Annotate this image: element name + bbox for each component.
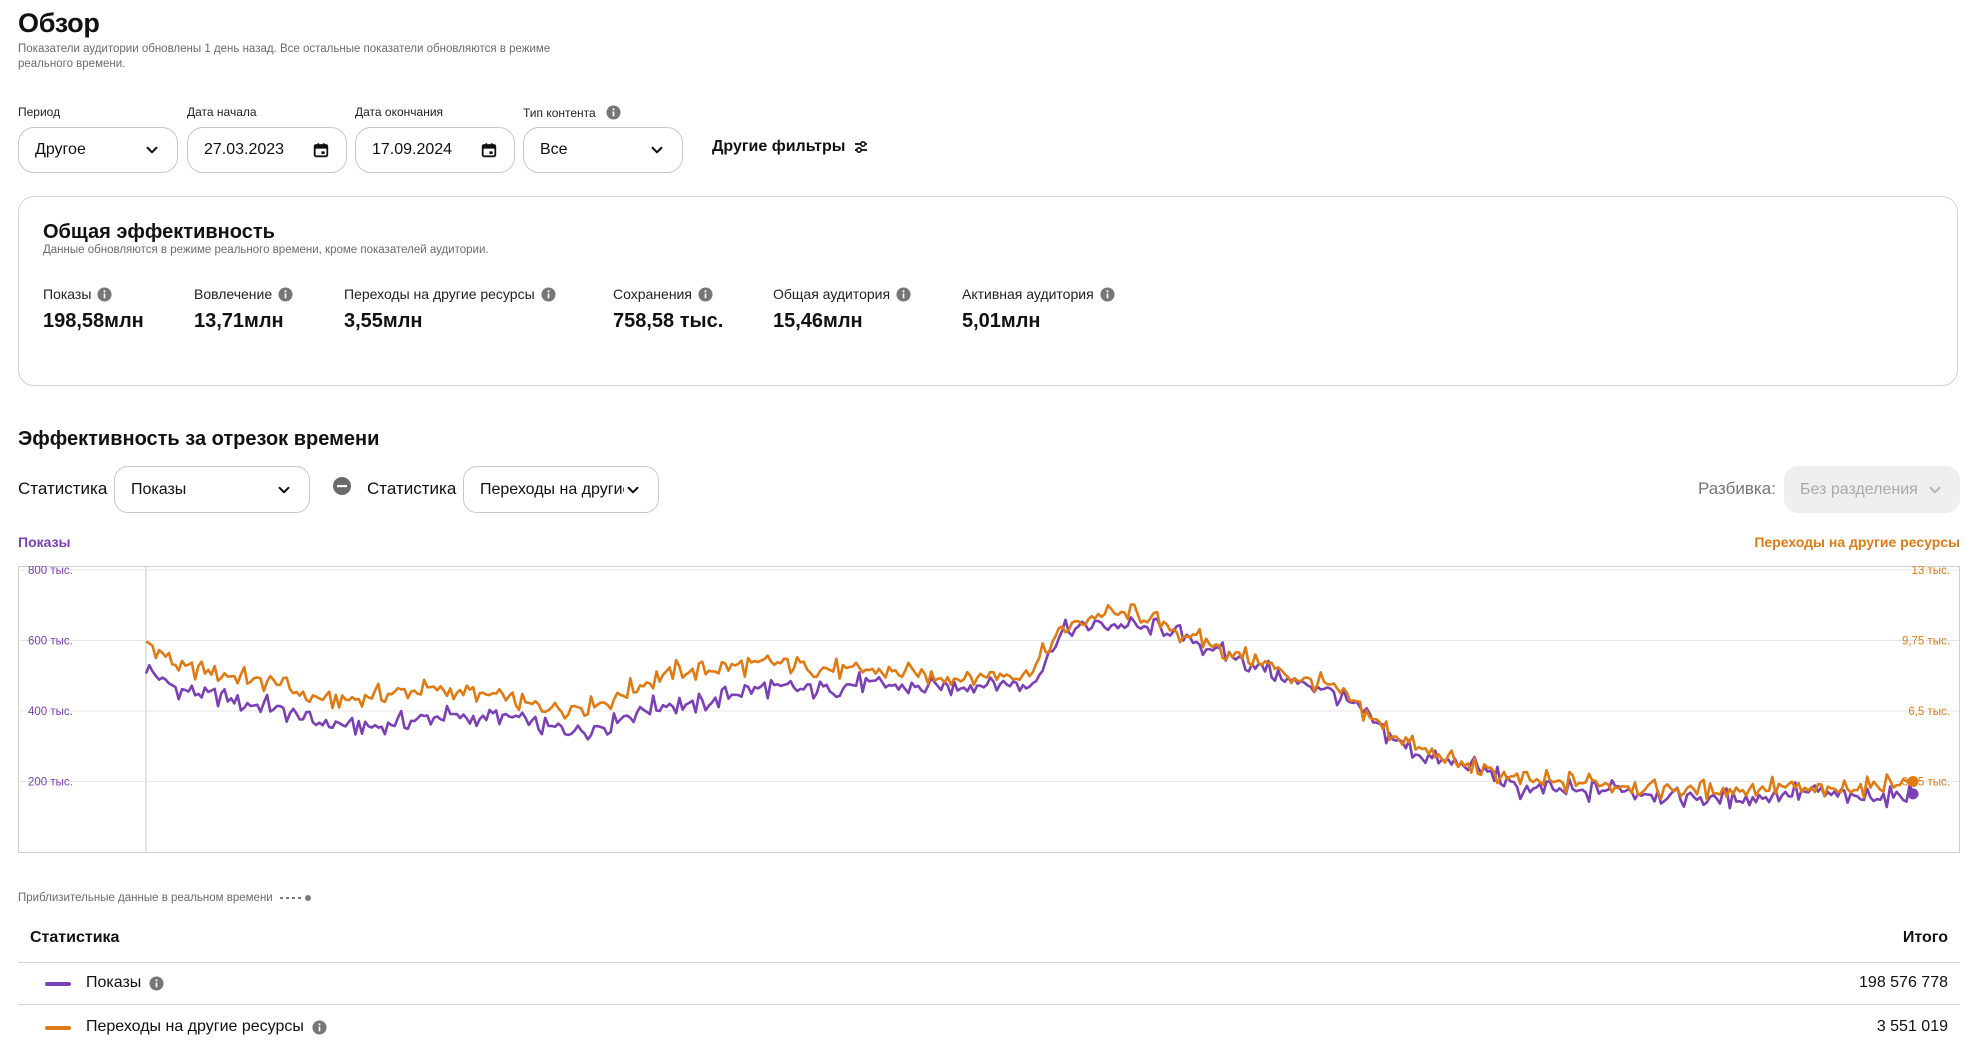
metric-active-audience-label: Активная аудитория	[962, 286, 1115, 302]
table-header-stat: Статистика	[30, 929, 120, 946]
metric-outbound-value: 3,55млн	[344, 310, 423, 332]
stat-select-1-value: Показы	[131, 480, 187, 498]
metric-label-text: Показы	[43, 286, 92, 302]
content-type-label: Тип контента	[523, 105, 596, 120]
overall-performance-title: Общая эффективность	[43, 221, 275, 243]
stat-label-2: Статистика	[367, 479, 457, 498]
impressions-color-swatch	[45, 982, 71, 986]
end-date-value: 17.09.2024	[372, 141, 453, 158]
y-right-tick: 13 тыс.	[1912, 566, 1950, 577]
content-type-label-row: Тип контента	[523, 105, 621, 120]
y-left-tick: 600 тыс.	[28, 636, 73, 648]
start-date-value: 27.03.2023	[204, 141, 285, 158]
metric-engagement-label: Вовлечение	[194, 286, 293, 302]
split-value: Без разделения	[1800, 480, 1918, 498]
metric-impressions-label: Показы	[43, 286, 112, 302]
info-icon[interactable]	[896, 286, 911, 302]
info-icon[interactable]	[698, 286, 713, 302]
content-type-value: Все	[540, 141, 568, 158]
metric-active-audience-value: 5,01млн	[962, 310, 1041, 332]
table-row-outbound-label: Переходы на другие ресурсы	[86, 1018, 327, 1036]
page-title: Обзор	[18, 8, 100, 38]
overall-performance-subtitle: Данные обновляются в режиме реального вр…	[43, 244, 489, 256]
info-icon[interactable]	[606, 105, 621, 120]
metric-saves-label: Сохранения	[613, 286, 713, 302]
chart-frame	[18, 566, 1960, 853]
table-row-outbound-value: 3 551 019	[1876, 1018, 1948, 1035]
more-filters-label: Другие фильтры	[712, 138, 846, 155]
metric-total-audience-label: Общая аудитория	[773, 286, 911, 302]
series-line-outbound	[145, 603, 1914, 801]
chevron-down-icon	[146, 146, 158, 154]
chevron-down-icon	[1929, 486, 1941, 493]
live-data-note: Приблизительные данные в реальном времен…	[18, 892, 313, 904]
table-row-impressions-value: 198 576 778	[1859, 974, 1948, 991]
metric-label-text: Сохранения	[613, 286, 692, 302]
timeline-chart[interactable]: 200 тыс. 400 тыс. 600 тыс. 800 тыс. 3,25 тыс…	[18, 565, 1960, 875]
table-divider	[18, 1004, 1960, 1005]
timeline-title: Эффективность за отрезок времени	[18, 428, 380, 450]
y-right-tick: 6,5 тыс.	[1908, 706, 1950, 718]
series-end-point-outbound	[1907, 776, 1919, 787]
info-icon[interactable]	[278, 286, 293, 302]
metric-label-text: Общая аудитория	[773, 286, 891, 302]
outbound-color-swatch	[45, 1026, 71, 1030]
chart-legend-impressions: Показы	[18, 534, 71, 550]
end-date-label: Дата окончания	[355, 105, 444, 119]
info-icon[interactable]	[541, 286, 556, 302]
info-icon[interactable]	[149, 975, 164, 991]
period-value: Другое	[35, 141, 86, 158]
chevron-down-icon	[627, 486, 639, 493]
end-date-field[interactable]: 17.09.2024	[355, 127, 515, 173]
start-date-field[interactable]: 27.03.2023	[187, 127, 347, 173]
content-type-select[interactable]: Все	[523, 127, 683, 173]
chevron-down-icon	[651, 146, 663, 154]
metric-label-text: Переходы на другие ресурсы	[344, 286, 535, 302]
table-row-impressions-label: Показы	[86, 974, 164, 992]
table-row-label-text: Переходы на другие ресурсы	[86, 1018, 304, 1035]
table-divider	[18, 962, 1960, 963]
series-end-point-impressions	[1907, 788, 1919, 800]
y-left-tick: 200 тыс.	[28, 777, 73, 789]
timeline-chart-svg: 200 тыс.400 тыс.600 тыс.800 тыс.3,25 тыс…	[18, 565, 1960, 875]
period-select[interactable]: Другое	[18, 127, 178, 173]
sliders-icon	[855, 140, 868, 154]
calendar-icon[interactable]	[312, 141, 330, 159]
split-label: Разбивка:	[1698, 479, 1776, 498]
table-header-total: Итого	[1902, 929, 1948, 946]
calendar-icon[interactable]	[480, 141, 498, 159]
period-label: Период	[18, 105, 61, 119]
chart-legend-outbound: Переходы на другие ресурсы	[1754, 534, 1960, 550]
series-line-impressions	[144, 616, 1915, 810]
overall-performance-card	[18, 196, 1958, 386]
metric-total-audience-value: 15,46млн	[773, 310, 863, 332]
table-row-label-text: Показы	[86, 974, 142, 991]
remove-metric-icon[interactable]	[332, 476, 352, 496]
metric-engagement-value: 13,71млн	[194, 310, 284, 332]
start-date-label: Дата начала	[187, 105, 257, 119]
dotted-line-icon	[279, 895, 311, 901]
live-data-note-text: Приблизительные данные в реальном времен…	[18, 892, 273, 904]
metric-saves-value: 758,58 тыс.	[613, 310, 724, 332]
info-icon[interactable]	[1100, 286, 1115, 302]
y-right-tick: 9,75 тыс.	[1902, 636, 1950, 648]
page-subtitle: Показатели аудитории обновлены 1 день на…	[18, 43, 551, 70]
metric-outbound-label: Переходы на другие ресурсы	[344, 286, 556, 302]
more-filters-button[interactable]: Другие фильтры	[712, 138, 869, 156]
chevron-down-icon	[278, 486, 290, 493]
stat-label-1: Статистика	[18, 479, 108, 498]
split-select[interactable]: Без разделения	[1784, 466, 1960, 513]
stat-select-1[interactable]: Показы	[114, 466, 310, 513]
stat-select-2-value: Переходы на другие ресурсы	[480, 480, 624, 498]
y-left-tick: 400 тыс.	[28, 706, 73, 718]
info-icon[interactable]	[97, 286, 112, 302]
metric-label-text: Активная аудитория	[962, 286, 1094, 302]
metric-label-text: Вовлечение	[194, 286, 273, 302]
stat-select-2[interactable]: Переходы на другие ресурсы	[463, 466, 659, 513]
info-icon[interactable]	[312, 1019, 327, 1035]
metric-impressions-value: 198,58млн	[43, 310, 144, 332]
y-left-tick: 800 тыс.	[28, 566, 73, 577]
